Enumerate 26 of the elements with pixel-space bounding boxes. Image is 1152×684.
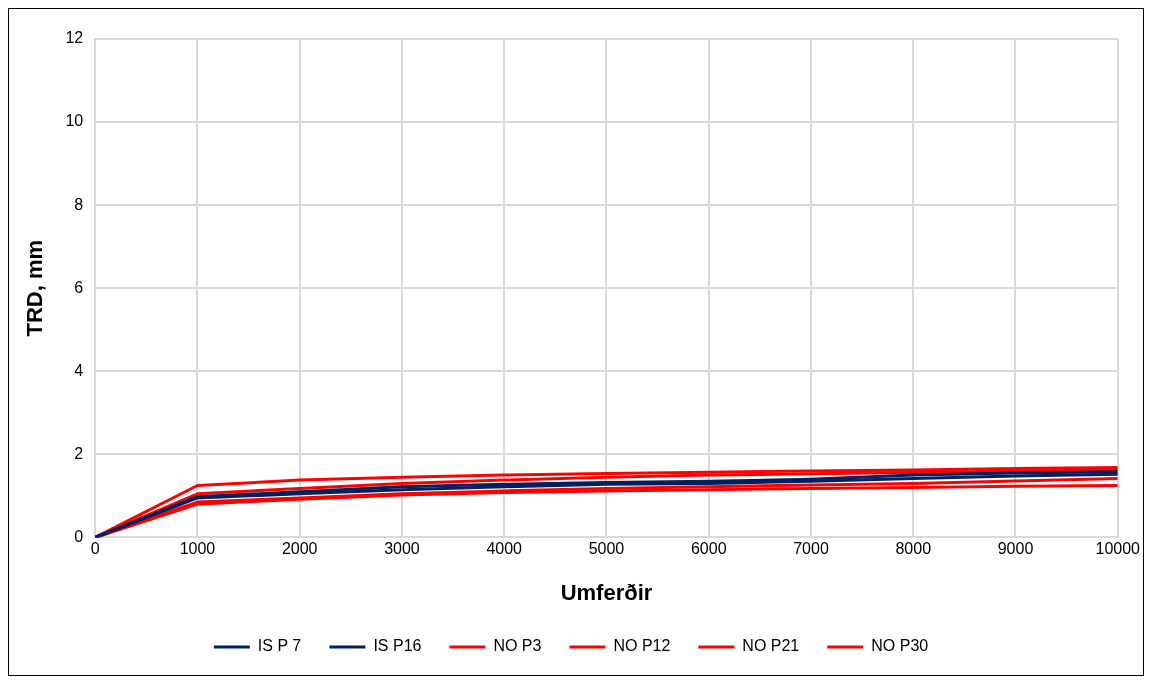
legend-label: IS P 7 xyxy=(257,637,302,655)
x-tick-label: 7000 xyxy=(793,540,829,558)
y-tick-label: 2 xyxy=(74,444,84,462)
x-tick-label: 9000 xyxy=(997,540,1034,558)
x-tick-label: 4000 xyxy=(486,540,523,558)
y-axis-title: TRD, mm xyxy=(22,239,48,337)
y-tick-label: 12 xyxy=(65,29,84,47)
x-axis-title: Umferðir xyxy=(560,579,653,605)
x-tick-label: 3000 xyxy=(384,540,420,558)
y-tick-label: 4 xyxy=(74,361,84,379)
x-tick-label: 8000 xyxy=(895,540,932,558)
y-tick-label: 8 xyxy=(74,195,84,213)
x-tick-label: 2000 xyxy=(281,540,318,558)
legend-label: NO P30 xyxy=(871,637,929,655)
x-tick-label: 10000 xyxy=(1095,540,1141,558)
y-tick-label: 6 xyxy=(74,278,84,296)
x-tick-label: 6000 xyxy=(690,540,727,558)
legend-label: NO P12 xyxy=(613,637,671,655)
x-tick-label: 1000 xyxy=(179,540,216,558)
y-tick-label: 0 xyxy=(74,527,84,545)
y-tick-label: 10 xyxy=(65,112,84,130)
x-tick-label: 5000 xyxy=(588,540,625,558)
legend-label: IS P16 xyxy=(373,637,422,655)
legend-label: NO P21 xyxy=(742,637,800,655)
x-tick-label: 0 xyxy=(90,540,100,558)
legend-label: NO P3 xyxy=(493,637,542,655)
